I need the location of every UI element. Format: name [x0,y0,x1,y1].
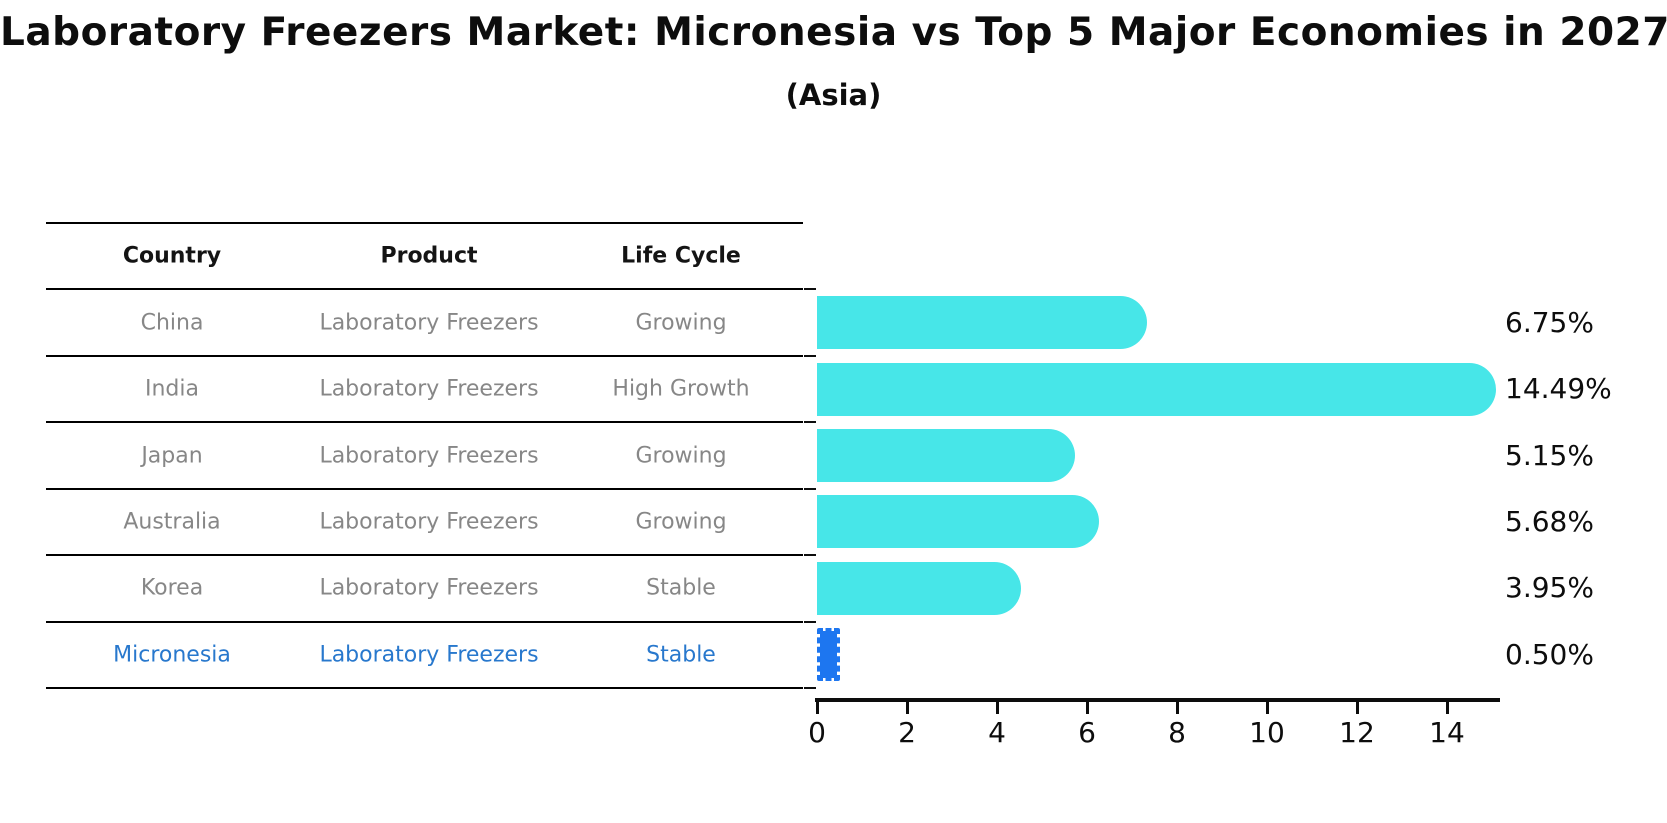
x-tick [905,701,909,714]
table-cell-life_cycle: Growing [635,509,727,535]
x-tick [1445,701,1449,714]
table-rule [46,687,803,689]
x-tick [815,701,819,714]
bar-value-label: 6.75% [1505,305,1594,339]
bar-korea [817,561,1022,615]
x-tick-label: 12 [1339,716,1375,749]
table-header-country: Country [122,243,222,269]
x-axis [815,698,1500,702]
table-cell-life_cycle: Growing [635,310,727,336]
x-tick-label: 6 [1078,716,1096,749]
table-cell-country: Korea [140,575,204,601]
y-tick [804,554,816,557]
table-header-life_cycle: Life Cycle [621,243,741,269]
table-cell-country: Japan [141,443,203,468]
x-tick [1085,701,1089,714]
table-rule [46,620,803,623]
y-tick [804,354,816,357]
bar-australia [817,495,1100,549]
y-tick [804,687,816,689]
table-cell-life_cycle: High Growth [612,376,750,402]
bar-japan [817,429,1076,482]
x-tick-label: 4 [988,716,1006,749]
table-cell-product: Laboratory Freezers [319,443,539,468]
table-rule [46,487,803,490]
table-header-product: Product [380,243,478,269]
table-cell-product: Laboratory Freezers [319,575,539,601]
x-tick-label: 8 [1168,716,1186,749]
x-tick-label: 10 [1249,716,1285,749]
y-tick [804,620,816,623]
x-tick [1355,701,1359,714]
y-tick [804,288,816,291]
x-tick [1265,701,1269,714]
bar-china [817,296,1148,350]
table-rule [46,554,803,557]
table-cell-product: Laboratory Freezers [319,509,539,535]
table-cell-life_cycle: Stable [646,575,716,601]
x-tick [1175,701,1179,714]
bar-value-label: 5.15% [1505,438,1594,472]
table-rule [46,354,803,357]
table-cell-product: Laboratory Freezers [319,642,539,668]
table-cell-product: Laboratory Freezers [319,376,539,402]
x-tick-label: 0 [808,716,826,749]
chart-subtitle: (Asia) [785,78,882,112]
table-rule [46,288,803,291]
table-cell-country: China [140,310,204,336]
bar-value-label: 5.68% [1505,504,1594,538]
y-tick [804,487,816,490]
table-cell-life_cycle: Growing [635,443,727,468]
x-tick-label: 2 [898,716,916,749]
table-cell-country: Australia [123,509,221,535]
x-tick [995,701,999,714]
table-rule [46,222,803,224]
y-tick [804,421,816,424]
bar-micronesia [817,628,840,682]
table-cell-country: Micronesia [113,642,231,668]
x-tick-label: 14 [1429,716,1465,749]
bar-value-label: 0.50% [1505,637,1594,671]
table-cell-product: Laboratory Freezers [319,310,539,336]
chart-title: Laboratory Freezers Market: Micronesia v… [0,10,1667,55]
table-rule [46,421,803,424]
bar-value-label: 3.95% [1505,571,1594,605]
bar-value-label: 14.49% [1505,372,1612,406]
table-cell-life_cycle: Stable [646,642,716,668]
bar-india [817,362,1496,416]
table-cell-country: India [145,376,199,402]
